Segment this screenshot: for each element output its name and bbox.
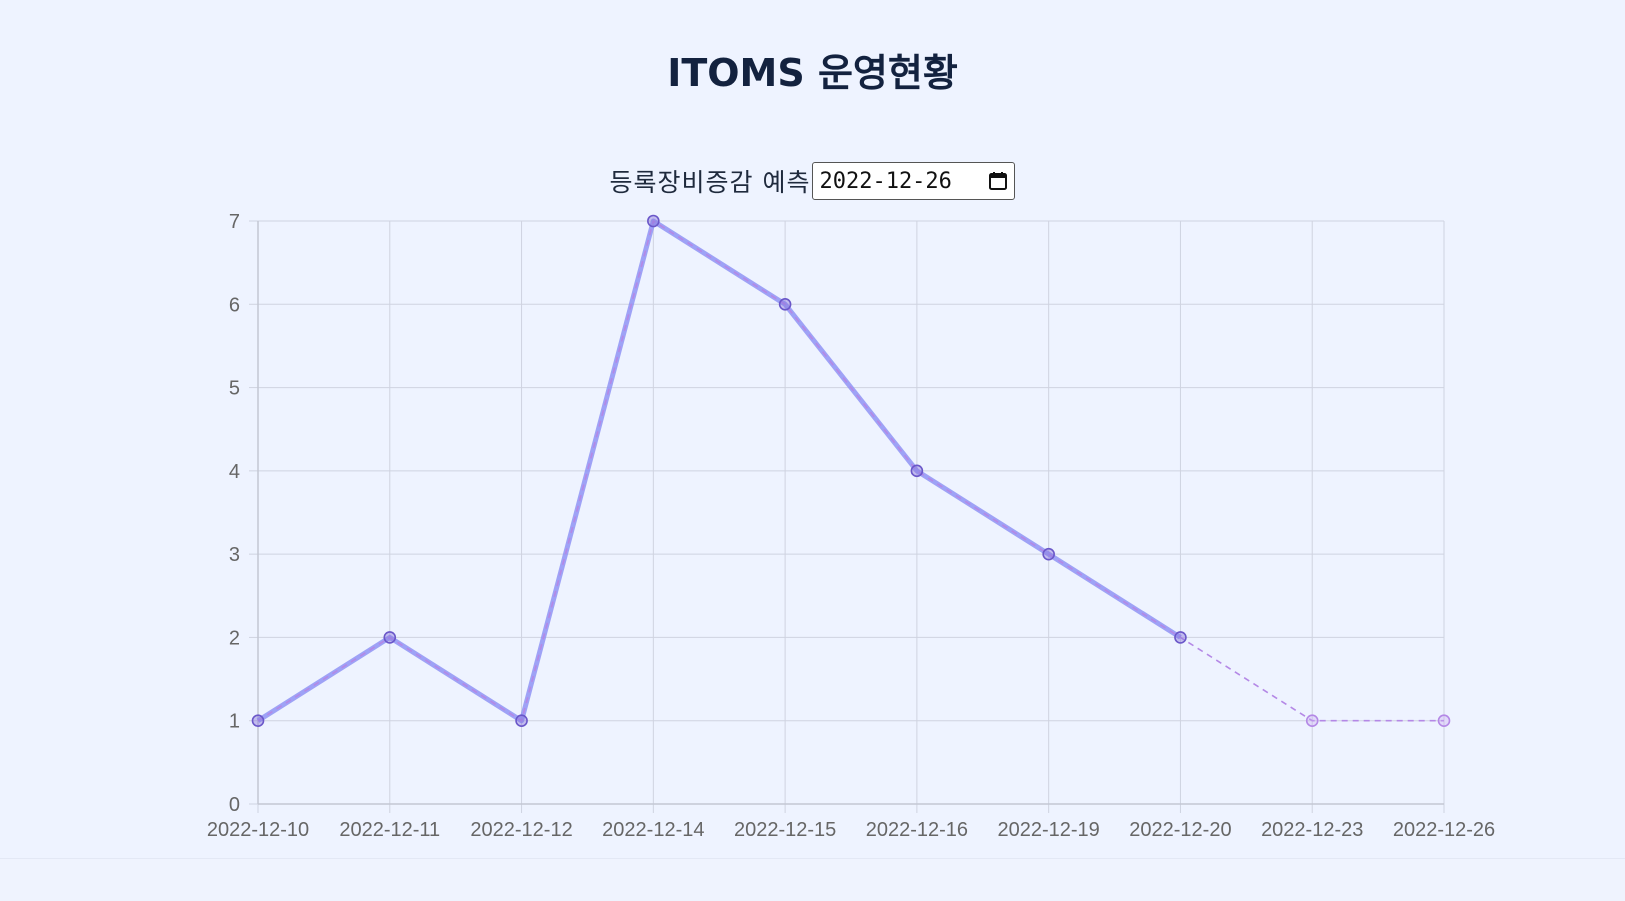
chart-tick-labels: 0 1 2 3 4 5 6 7 2022-12-10 2022-12-11 2022-12-12 20… bbox=[207, 211, 1495, 841]
data-point-actual[interactable] bbox=[251, 714, 265, 728]
x-tick-label: 2022-12-16 bbox=[866, 819, 968, 841]
x-tick-label: 2022-12-19 bbox=[998, 819, 1100, 841]
data-point-actual[interactable] bbox=[647, 214, 660, 228]
calendar-icon[interactable] bbox=[988, 171, 1008, 191]
x-tick-label: 2022-12-11 bbox=[339, 819, 440, 841]
y-tick-label: 5 bbox=[229, 378, 240, 400]
x-tick-label: 2022-12-23 bbox=[1261, 819, 1363, 841]
chart-axes bbox=[249, 220, 1445, 813]
page-title: ITOMS 운영현황 bbox=[667, 51, 958, 95]
data-point-actual[interactable] bbox=[910, 464, 924, 478]
y-tick-label: 4 bbox=[229, 461, 240, 483]
y-tick-label: 0 bbox=[229, 794, 240, 816]
data-point-actual[interactable] bbox=[1174, 631, 1187, 644]
x-tick-label: 2022-12-12 bbox=[470, 819, 572, 841]
series-line-forecast bbox=[257, 219, 1444, 722]
data-point-actual[interactable] bbox=[1042, 547, 1055, 561]
y-tick-label: 7 bbox=[229, 211, 240, 233]
x-tick-label: 2022-12-20 bbox=[1129, 819, 1231, 841]
forecast-date-value: 2022-12-26 bbox=[819, 168, 952, 194]
data-point-actual[interactable] bbox=[383, 631, 397, 644]
forecast-date-input[interactable]: 2022-12-26 bbox=[812, 162, 1016, 200]
x-tick-label: 2022-12-10 bbox=[207, 819, 309, 841]
data-point-forecast[interactable] bbox=[1437, 714, 1451, 728]
chart-points bbox=[251, 214, 1451, 728]
data-point-actual[interactable] bbox=[778, 297, 792, 311]
y-tick-label: 2 bbox=[229, 627, 240, 649]
y-tick-label: 3 bbox=[229, 544, 240, 566]
data-point-actual[interactable] bbox=[515, 714, 528, 728]
bottom-band bbox=[0, 858, 1625, 901]
forecast-control-row: 등록장비증감 예측 2022-12-26 bbox=[0, 162, 1625, 200]
x-tick-label: 2022-12-15 bbox=[734, 819, 836, 841]
chart-series bbox=[256, 218, 1444, 724]
data-point-forecast[interactable] bbox=[1305, 714, 1319, 728]
x-tick-label: 2022-12-14 bbox=[602, 819, 704, 841]
y-tick-label: 6 bbox=[229, 294, 240, 316]
chart-grid bbox=[257, 220, 1445, 805]
y-tick-label: 1 bbox=[229, 711, 240, 733]
forecast-label: 등록장비증감 예측 bbox=[609, 168, 811, 197]
line-chart: 0 1 2 3 4 5 6 7 2022-12-10 2022-12-11 2022-12-12 20… bbox=[207, 211, 1495, 841]
x-tick-label: 2022-12-26 bbox=[1393, 819, 1495, 841]
